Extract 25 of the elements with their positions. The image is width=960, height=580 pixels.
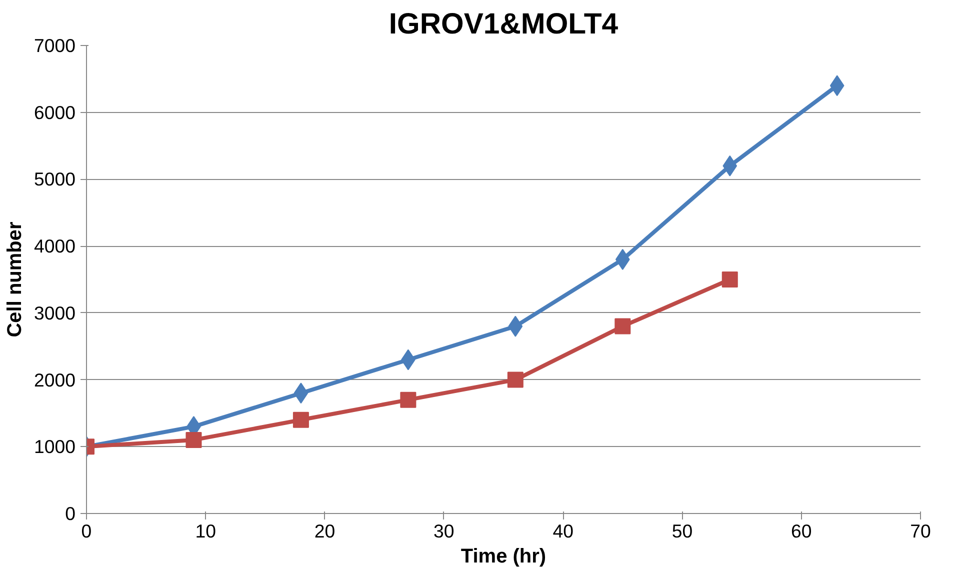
x-tick-label: 30 [434,520,454,542]
point [614,318,631,334]
y-tick-label: 1000 [34,436,76,458]
y-tick-label: 6000 [34,102,76,123]
chart-title: IGROV1&MOLT4 [388,8,619,40]
x-tick-label: 20 [314,520,336,542]
x-tick-label: 40 [552,520,574,542]
y-tick-label: 3000 [34,302,76,324]
x-tick-label: 70 [910,520,931,542]
y-tick-label: 7000 [34,35,76,56]
x-tick-label: 60 [790,520,812,542]
y-tick-label: 0 [65,503,76,524]
x-tick-label: 0 [81,520,92,542]
point [507,372,524,388]
y-tick-label: 4000 [34,236,76,257]
x-tick-label: 10 [195,520,216,542]
x-axis-title: Time (hr) [460,546,546,568]
x-tick-label: 50 [672,520,693,542]
point [400,392,416,408]
y-axis-title: Cell number [4,221,26,338]
point [292,412,309,428]
y-tick-label: 5000 [34,168,76,190]
point [722,272,738,288]
point [186,432,202,448]
y-tick-label: 2000 [34,369,76,390]
